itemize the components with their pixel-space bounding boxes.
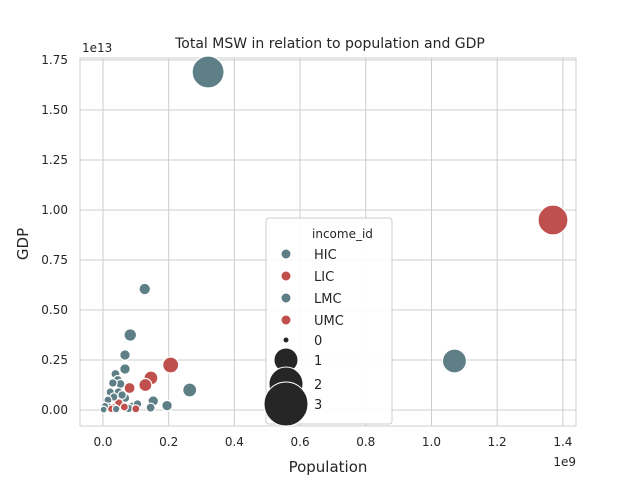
legend-marker-umc (280, 314, 292, 326)
plot-frame (79, 57, 577, 427)
data-point-hic (138, 282, 152, 296)
legend-hue-entries: HIC LIC LMC UMC (280, 248, 344, 329)
x-tick-label: 1.2 (488, 435, 507, 449)
y-tick-labels: 0.00 0.25 0.50 0.75 1.00 1.25 1.50 1.75 (41, 53, 68, 417)
legend-size-label-0: 0 (314, 334, 322, 349)
x-tick-label: 0.8 (356, 435, 375, 449)
data-point-umc (537, 204, 569, 236)
legend-label-lmc: LMC (314, 292, 342, 307)
legend-size-label-3: 3 (314, 398, 322, 413)
x-tick-label: 0.6 (291, 435, 310, 449)
x-tick-label: 0.2 (159, 435, 178, 449)
y-tick-label: 1.00 (41, 203, 68, 217)
chart-title: Total MSW in relation to population and … (174, 36, 485, 52)
data-point-lmc (441, 348, 468, 374)
y-tick-label: 0.75 (41, 253, 68, 267)
data-point-lmc (161, 399, 173, 412)
y-offset-label: 1e13 (82, 41, 112, 55)
legend-label-hic: HIC (314, 248, 337, 263)
legend-title: income_id (312, 227, 373, 241)
y-tick-label: 0.50 (41, 303, 68, 317)
data-points (99, 55, 569, 414)
legend: income_id HIC LIC LMC UMC 0 1 2 3 (263, 217, 393, 427)
data-point-hic (119, 363, 131, 375)
legend-size-label-1: 1 (314, 354, 322, 369)
data-point-lmc (111, 404, 121, 414)
y-tick-label: 1.75 (41, 53, 68, 67)
data-point-hic (191, 55, 225, 89)
y-tick-label: 1.50 (41, 103, 68, 117)
data-point-umc (162, 356, 180, 374)
y-tick-label: 1.25 (41, 153, 68, 167)
x-tick-label: 0.4 (225, 435, 244, 449)
legend-label-umc: UMC (314, 314, 344, 329)
legend-size-marker-3 (263, 381, 309, 427)
x-offset-label: 1e9 (553, 455, 576, 469)
y-axis-label: GDP (14, 228, 32, 260)
legend-size-label-2: 2 (314, 378, 322, 393)
x-tick-label: 0.0 (93, 435, 112, 449)
x-tick-label: 1.4 (553, 435, 572, 449)
data-point-lmc (145, 402, 156, 413)
data-point-umc (138, 377, 153, 393)
data-point-lmc (182, 382, 198, 398)
legend-marker-hic (280, 248, 292, 260)
data-point-umc (123, 381, 136, 395)
data-point-hic (119, 349, 131, 361)
y-tick-label: 0.00 (41, 403, 68, 417)
x-tick-labels: 0.0 0.2 0.4 0.6 0.8 1.0 1.2 1.4 (93, 435, 572, 449)
x-tick-label: 1.0 (422, 435, 441, 449)
data-point-lic (131, 404, 141, 414)
data-point-hic (123, 328, 138, 342)
x-axis-label: Population (289, 458, 368, 476)
data-point-hic (99, 405, 108, 414)
legend-size-marker-0 (282, 336, 290, 344)
legend-marker-lmc (280, 292, 292, 304)
data-point-hic (107, 378, 118, 388)
legend-marker-lic (280, 270, 292, 282)
legend-size-entries: 0 1 2 3 (263, 334, 322, 427)
legend-label-lic: LIC (314, 270, 334, 285)
data-point-lic (119, 402, 129, 412)
y-tick-label: 0.25 (41, 353, 68, 367)
data-point-hic (117, 390, 127, 400)
